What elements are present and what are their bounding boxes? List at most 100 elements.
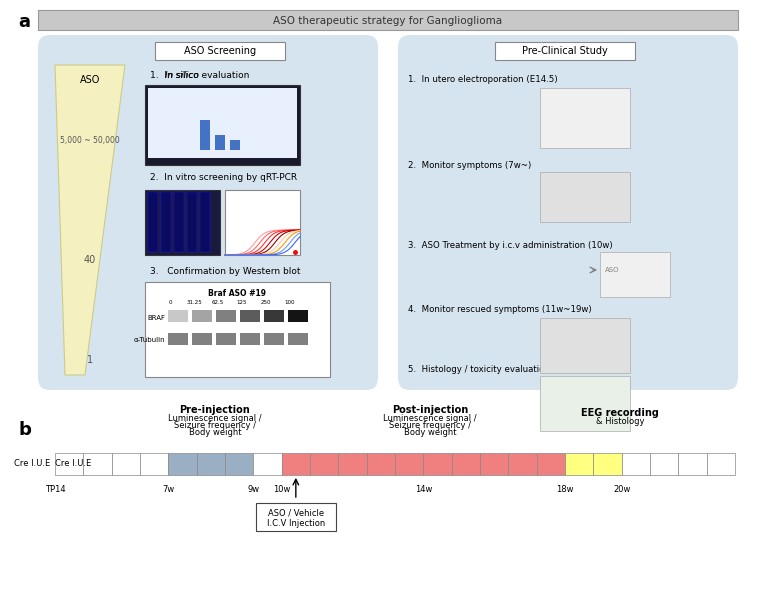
Text: 20w: 20w bbox=[613, 485, 630, 494]
Text: In silico: In silico bbox=[165, 71, 199, 79]
Text: ASO Screening: ASO Screening bbox=[184, 46, 256, 56]
Bar bbox=[707, 453, 735, 475]
Text: Body weight: Body weight bbox=[189, 428, 241, 437]
Bar bbox=[145, 85, 300, 165]
Bar bbox=[622, 453, 650, 475]
Text: Body weight: Body weight bbox=[404, 428, 456, 437]
Text: 125: 125 bbox=[237, 299, 248, 304]
Bar bbox=[55, 453, 83, 475]
Bar bbox=[282, 453, 310, 475]
Text: Cre I.U.E: Cre I.U.E bbox=[14, 460, 50, 468]
Text: Cre I.U.E: Cre I.U.E bbox=[55, 460, 92, 468]
Text: 10w: 10w bbox=[273, 485, 290, 494]
Bar bbox=[395, 453, 424, 475]
Bar bbox=[155, 42, 285, 60]
Text: 1.  In utero electroporation (E14.5): 1. In utero electroporation (E14.5) bbox=[408, 75, 558, 84]
Bar bbox=[112, 453, 140, 475]
Text: 2.  In vitro screening by qRT-PCR: 2. In vitro screening by qRT-PCR bbox=[150, 174, 297, 183]
Text: 31.25: 31.25 bbox=[186, 299, 202, 304]
Text: Seizure frequency /: Seizure frequency / bbox=[174, 421, 256, 430]
Text: I.C.V Injection: I.C.V Injection bbox=[267, 518, 325, 528]
Text: 3.   Confirmation by Western blot: 3. Confirmation by Western blot bbox=[150, 267, 300, 276]
Bar bbox=[540, 88, 630, 148]
Bar bbox=[452, 453, 480, 475]
Text: 3.  ASO Treatment by i.c.v administration (10w): 3. ASO Treatment by i.c.v administration… bbox=[408, 241, 612, 250]
Bar bbox=[264, 310, 284, 322]
Text: 4.  Monitor rescued symptoms (11w~19w): 4. Monitor rescued symptoms (11w~19w) bbox=[408, 305, 591, 314]
Bar bbox=[537, 453, 565, 475]
Bar bbox=[540, 172, 630, 222]
Bar bbox=[230, 140, 240, 150]
Text: 1.  In silico evaluation: 1. In silico evaluation bbox=[150, 71, 249, 79]
Text: 5,000 ~ 50,000: 5,000 ~ 50,000 bbox=[60, 135, 120, 145]
Bar bbox=[650, 453, 678, 475]
Bar bbox=[288, 310, 308, 322]
Text: ASO: ASO bbox=[80, 75, 100, 85]
Text: ASO: ASO bbox=[605, 267, 619, 273]
Bar bbox=[83, 453, 112, 475]
Bar bbox=[192, 333, 212, 345]
Text: & Histology: & Histology bbox=[596, 417, 644, 426]
Text: BRAF: BRAF bbox=[147, 315, 165, 321]
Text: 14w: 14w bbox=[414, 485, 432, 494]
Bar bbox=[600, 252, 670, 297]
Bar bbox=[140, 453, 168, 475]
Bar bbox=[225, 453, 253, 475]
Text: TP14: TP14 bbox=[45, 485, 65, 494]
Bar bbox=[540, 376, 630, 431]
Text: α-Tubulin: α-Tubulin bbox=[133, 337, 165, 343]
Bar bbox=[594, 453, 622, 475]
Bar bbox=[161, 192, 171, 252]
Text: 100: 100 bbox=[285, 299, 295, 304]
Text: 7w: 7w bbox=[162, 485, 175, 494]
Bar bbox=[216, 333, 236, 345]
Bar bbox=[288, 333, 308, 345]
Text: Seizure frequency /: Seizure frequency / bbox=[389, 421, 471, 430]
Bar bbox=[540, 318, 630, 373]
Text: 9w: 9w bbox=[248, 485, 259, 494]
Text: 2.  Monitor symptoms (7w~): 2. Monitor symptoms (7w~) bbox=[408, 161, 532, 170]
Bar bbox=[678, 453, 707, 475]
Bar bbox=[480, 453, 508, 475]
Bar bbox=[168, 453, 196, 475]
Bar bbox=[253, 453, 282, 475]
Text: Post-injection: Post-injection bbox=[392, 405, 468, 415]
Bar bbox=[338, 453, 367, 475]
Bar bbox=[38, 10, 738, 30]
Bar bbox=[174, 192, 184, 252]
Bar bbox=[168, 310, 188, 322]
Polygon shape bbox=[55, 65, 125, 375]
Bar bbox=[424, 453, 452, 475]
Bar bbox=[240, 333, 260, 345]
Text: ASO therapeutic strategy for Ganglioglioma: ASO therapeutic strategy for Ganglioglio… bbox=[273, 16, 503, 26]
Bar bbox=[264, 333, 284, 345]
Text: 62.5: 62.5 bbox=[212, 299, 224, 304]
Bar bbox=[225, 190, 300, 255]
Bar bbox=[367, 453, 395, 475]
Bar bbox=[200, 192, 210, 252]
Text: Luminescence signal /: Luminescence signal / bbox=[168, 414, 262, 423]
Bar bbox=[216, 310, 236, 322]
Bar bbox=[565, 453, 594, 475]
Text: 5.  Histology / toxicity evaluation: 5. Histology / toxicity evaluation bbox=[408, 365, 550, 375]
Text: 1: 1 bbox=[87, 355, 93, 365]
Bar bbox=[310, 453, 338, 475]
Bar bbox=[240, 310, 260, 322]
FancyBboxPatch shape bbox=[398, 35, 738, 390]
Text: b: b bbox=[18, 421, 31, 439]
Bar bbox=[508, 453, 537, 475]
Bar bbox=[192, 310, 212, 322]
Bar bbox=[187, 192, 197, 252]
Text: a: a bbox=[18, 13, 30, 31]
Text: 250: 250 bbox=[261, 299, 272, 304]
Text: Pre-injection: Pre-injection bbox=[179, 405, 251, 415]
Text: EEG recording: EEG recording bbox=[581, 408, 659, 418]
Bar bbox=[215, 135, 225, 150]
Text: Luminescence signal /: Luminescence signal / bbox=[383, 414, 476, 423]
Bar bbox=[168, 333, 188, 345]
FancyBboxPatch shape bbox=[38, 35, 378, 390]
Text: 18w: 18w bbox=[556, 485, 573, 494]
Text: 0: 0 bbox=[168, 299, 171, 304]
Bar bbox=[148, 192, 158, 252]
Bar bbox=[145, 282, 330, 377]
